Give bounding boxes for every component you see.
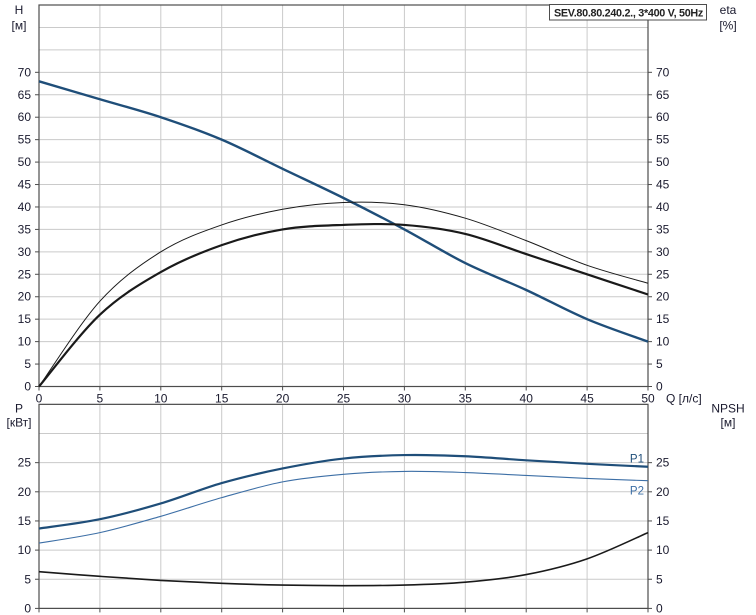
svg-text:5: 5 [24,357,31,371]
svg-text:P2: P2 [630,486,644,498]
svg-text:5: 5 [24,572,31,586]
svg-text:30: 30 [398,392,412,406]
svg-text:0: 0 [656,380,663,394]
svg-text:NPSH: NPSH [711,402,744,416]
svg-text:50: 50 [656,155,670,169]
svg-text:55: 55 [656,133,670,147]
svg-text:5: 5 [656,357,663,371]
svg-text:70: 70 [656,65,670,79]
svg-text:15: 15 [656,514,670,528]
svg-text:25: 25 [656,456,670,470]
svg-text:0: 0 [24,601,31,615]
svg-text:[м]: [м] [12,19,27,33]
svg-text:SEV.80.80.240.2., 3*400 V, 50H: SEV.80.80.240.2., 3*400 V, 50Hz [554,7,704,19]
svg-text:70: 70 [18,65,32,79]
svg-text:35: 35 [18,222,32,236]
svg-text:P: P [15,402,23,416]
svg-text:20: 20 [656,290,670,304]
svg-text:10: 10 [656,335,670,349]
svg-text:20: 20 [276,392,290,406]
svg-text:45: 45 [580,392,594,406]
svg-text:65: 65 [18,88,32,102]
svg-text:P1: P1 [630,454,644,466]
svg-text:[кВт]: [кВт] [6,416,31,430]
svg-text:45: 45 [18,178,32,192]
svg-text:0: 0 [36,392,43,406]
svg-text:40: 40 [656,200,670,214]
svg-text:25: 25 [337,392,351,406]
svg-text:5: 5 [656,572,663,586]
svg-text:20: 20 [656,485,670,499]
svg-text:55: 55 [18,133,32,147]
svg-text:45: 45 [656,178,670,192]
svg-text:65: 65 [656,88,670,102]
svg-text:35: 35 [656,222,670,236]
svg-text:0: 0 [656,601,663,615]
svg-text:25: 25 [18,456,32,470]
svg-text:60: 60 [656,110,670,124]
svg-text:50: 50 [18,155,32,169]
svg-text:50: 50 [641,392,655,406]
svg-text:5: 5 [97,392,104,406]
svg-text:H: H [15,3,24,17]
svg-text:Q [л/с]: Q [л/с] [666,392,702,406]
svg-text:10: 10 [154,392,168,406]
svg-text:[%]: [%] [719,19,736,33]
svg-text:25: 25 [656,267,670,281]
svg-text:10: 10 [656,543,670,557]
svg-text:40: 40 [520,392,534,406]
svg-text:25: 25 [18,267,32,281]
svg-text:35: 35 [459,392,473,406]
svg-text:40: 40 [18,200,32,214]
svg-text:10: 10 [18,543,32,557]
svg-text:15: 15 [656,312,670,326]
svg-text:20: 20 [18,485,32,499]
svg-text:15: 15 [215,392,229,406]
svg-text:15: 15 [18,312,32,326]
svg-text:20: 20 [18,290,32,304]
svg-text:15: 15 [18,514,32,528]
svg-text:eta: eta [720,3,737,17]
svg-text:0: 0 [24,380,31,394]
svg-text:10: 10 [18,335,32,349]
svg-text:60: 60 [18,110,32,124]
svg-text:30: 30 [656,245,670,259]
svg-text:30: 30 [18,245,32,259]
svg-text:[м]: [м] [721,416,736,430]
